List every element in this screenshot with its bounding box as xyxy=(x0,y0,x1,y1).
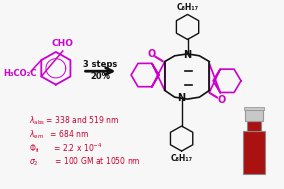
Text: N: N xyxy=(178,93,186,103)
Bar xyxy=(245,110,263,121)
Text: $\lambda_{\rm abs}$ = 338 and 519 nm: $\lambda_{\rm abs}$ = 338 and 519 nm xyxy=(29,115,119,127)
Text: 20%: 20% xyxy=(90,72,110,81)
FancyBboxPatch shape xyxy=(243,131,265,174)
Text: N: N xyxy=(183,50,192,60)
Text: O: O xyxy=(217,95,225,105)
Text: H₃CO₂C: H₃CO₂C xyxy=(3,69,37,78)
Text: CHO: CHO xyxy=(52,39,74,48)
Bar xyxy=(247,121,261,131)
Text: C₈H₁₇: C₈H₁₇ xyxy=(176,2,199,12)
Text: O: O xyxy=(148,49,156,59)
Text: 3 steps: 3 steps xyxy=(83,60,118,69)
Text: C₈H₁₇: C₈H₁₇ xyxy=(171,154,193,163)
Text: $\lambda_{\rm em}$   = 684 nm: $\lambda_{\rm em}$ = 684 nm xyxy=(29,129,89,141)
Text: $\sigma_2$       = 100 GM at 1050 nm: $\sigma_2$ = 100 GM at 1050 nm xyxy=(29,155,141,168)
Text: $\Phi_{\rm fl}$      = 2.2 x 10$^{-4}$: $\Phi_{\rm fl}$ = 2.2 x 10$^{-4}$ xyxy=(29,141,103,155)
Bar xyxy=(244,107,264,110)
